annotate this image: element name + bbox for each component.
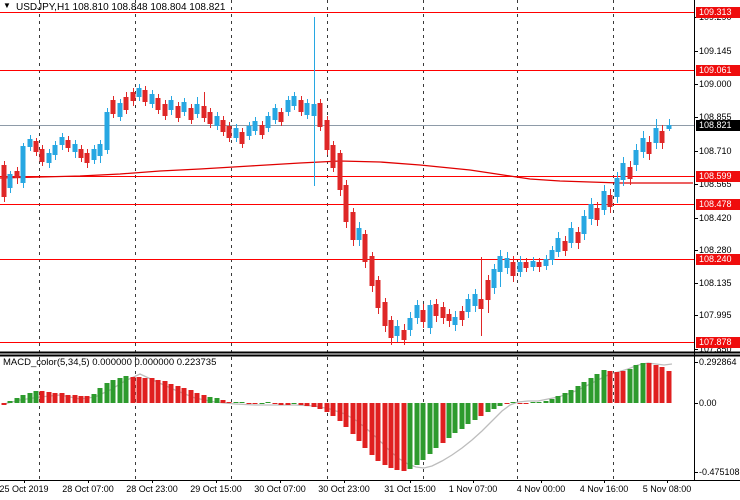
time-axis-label: 28 Oct 07:00 <box>62 484 114 494</box>
macd-indicator-label: MACD_color(5,34,5) 0.000000 0.000000 0.2… <box>3 357 217 368</box>
level-price-badge: 108.599 <box>696 170 740 182</box>
price-axis-label: 109.145 <box>699 46 732 56</box>
price-axis-label: 107.995 <box>699 310 732 320</box>
time-axis-label: 29 Oct 15:00 <box>190 484 242 494</box>
time-axis-label: 28 Oct 23:00 <box>126 484 178 494</box>
price-axis-label: 108.420 <box>699 213 732 223</box>
price-axis-label: 108.135 <box>699 278 732 288</box>
price-axis-label: 108.280 <box>699 245 732 255</box>
level-price-badge: 109.313 <box>696 6 740 18</box>
level-price-badge: 108.478 <box>696 198 740 210</box>
level-price-badge: 107.878 <box>696 336 740 348</box>
time-axis-label: 31 Oct 15:00 <box>384 484 436 494</box>
chart-marker-icon: ▼ <box>3 1 11 10</box>
macd-axis-label: 0.292864 <box>699 357 737 367</box>
price-axis-label: 108.855 <box>699 112 732 122</box>
time-axis-label: 4 Nov 00:00 <box>516 484 566 494</box>
chart-title-ohlc: USDJPY,H1 108.810 108.848 108.804 108.82… <box>16 2 226 13</box>
macd-axis-label: 0.00 <box>699 398 717 408</box>
price-axis-label: 108.565 <box>699 179 732 189</box>
macd-axis-label: -0.475108 <box>699 467 740 477</box>
price-axis-label: 107.850 <box>699 344 732 354</box>
time-axis-label: 25 Oct 2019 <box>0 484 49 494</box>
time-axis-label: 4 Nov 16:00 <box>579 484 629 494</box>
current-price-badge: 108.821 <box>696 119 740 131</box>
time-axis-label: 1 Nov 07:00 <box>448 484 498 494</box>
level-price-badge: 108.240 <box>696 253 740 265</box>
time-axis-label: 30 Oct 07:00 <box>254 484 306 494</box>
price-axis-label: 108.710 <box>699 146 732 156</box>
price-axis-label: 109.000 <box>699 79 732 89</box>
time-axis-label: 5 Nov 08:00 <box>642 484 692 494</box>
level-price-badge: 109.061 <box>696 64 740 76</box>
time-axis-label: 30 Oct 23:00 <box>318 484 370 494</box>
